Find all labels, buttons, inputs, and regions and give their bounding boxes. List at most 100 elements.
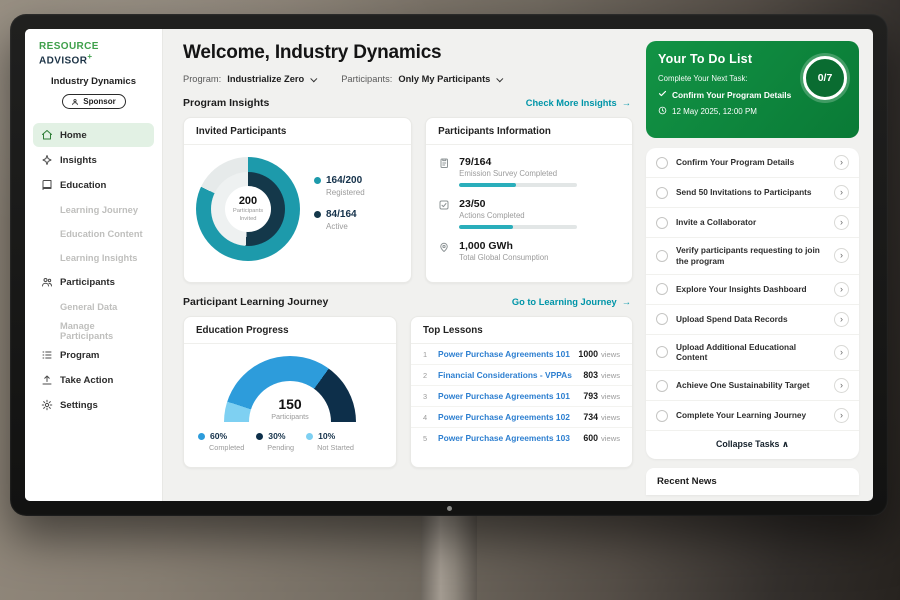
progress-bar (459, 183, 577, 187)
chevron-right-icon[interactable]: › (834, 155, 849, 170)
program-filter-label: Program: (183, 74, 221, 84)
chevron-right-icon[interactable]: › (834, 215, 849, 230)
chevron-right-icon[interactable]: › (834, 378, 849, 393)
lesson-link[interactable]: Power Purchase Agreements 102 (438, 412, 575, 422)
task-checkbox[interactable] (656, 346, 668, 358)
sidebar-item-learning-journey[interactable]: Learning Journey (33, 198, 154, 221)
task-checkbox[interactable] (656, 380, 668, 392)
filters-row: Program: Industrialize Zero Participants… (183, 74, 633, 84)
task-item-confirm-your-program-details[interactable]: Confirm Your Program Details › (646, 148, 859, 178)
lesson-views: 803views (583, 370, 620, 380)
legend-dot (306, 433, 313, 440)
participants-information-title: Participants Information (426, 118, 632, 145)
app-logo: RESOURCE ADVISOR+ (33, 41, 154, 66)
task-checkbox[interactable] (656, 187, 668, 199)
task-item-upload-spend-data-records[interactable]: Upload Spend Data Records › (646, 305, 859, 335)
info-value: 23/50 (459, 198, 577, 210)
sidebar-item-education[interactable]: Education (33, 173, 154, 197)
dashboard-screen: RESOURCE ADVISOR+ Industry Dynamics Spon… (25, 29, 873, 501)
check-more-insights-link[interactable]: Check More Insights → (526, 98, 631, 108)
program-filter[interactable]: Program: Industrialize Zero (183, 74, 317, 84)
task-checkbox[interactable] (656, 217, 668, 229)
consumption-icon (438, 241, 451, 254)
lesson-link[interactable]: Power Purchase Agreements 103 (438, 433, 575, 443)
legend-dot (314, 211, 321, 218)
lesson-views: 793views (583, 391, 620, 401)
collapse-tasks-button[interactable]: Collapse Tasks ∧ (646, 431, 859, 459)
invited-total: 200 (239, 195, 257, 207)
legend-label: Completed (209, 443, 244, 452)
task-item-upload-additional-educational-content[interactable]: Upload Additional Educational Content › (646, 335, 859, 372)
lesson-link[interactable]: Power Purchase Agreements 101 (438, 349, 570, 359)
education-total-label: Participants (271, 412, 309, 421)
learning-journey-title: Participant Learning Journey (183, 296, 328, 308)
chevron-right-icon[interactable]: › (834, 185, 849, 200)
info-label: Emission Survey Completed (459, 169, 577, 178)
participants-information-rows: 79/164 Emission Survey Completed 23/50 (426, 145, 632, 262)
insights-icon (41, 154, 53, 166)
task-item-verify-participants-requesting-to-join-the-program[interactable]: Verify participants requesting to join t… (646, 238, 859, 275)
sidebar-item-program[interactable]: Program (33, 343, 154, 367)
task-item-complete-your-learning-journey[interactable]: Complete Your Learning Journey › (646, 401, 859, 431)
todo-due-date: 12 May 2025, 12:00 PM (658, 106, 798, 117)
chevron-right-icon[interactable]: › (834, 282, 849, 297)
education-progress-card: Education Progress 150 Participants (183, 316, 397, 468)
participants-icon (41, 276, 53, 288)
program-insights-title: Program Insights (183, 97, 269, 109)
go-to-learning-journey-link[interactable]: Go to Learning Journey → (512, 297, 631, 307)
task-checkbox[interactable] (656, 410, 668, 422)
task-item-invite-a-collaborator[interactable]: Invite a Collaborator › (646, 208, 859, 238)
participants-filter[interactable]: Participants: Only My Participants (341, 74, 503, 84)
lesson-row: 5 Power Purchase Agreements 103 600views (411, 428, 632, 448)
sidebar-item-label: Learning Journey (60, 205, 138, 215)
legend-item: 84/164 Active (314, 209, 365, 231)
legend-item: 60% Completed (198, 431, 244, 452)
survey-icon (438, 157, 451, 170)
sidebar-item-learning-insights[interactable]: Learning Insights (33, 246, 154, 269)
todo-next-task[interactable]: Confirm Your Program Details (658, 89, 798, 100)
chevron-right-icon[interactable]: › (834, 345, 849, 360)
task-item-explore-your-insights-dashboard[interactable]: Explore Your Insights Dashboard › (646, 275, 859, 305)
sidebar-item-label: Manage Participants (60, 321, 146, 341)
page-title: Welcome, Industry Dynamics (183, 42, 633, 64)
lesson-rank: 1 (423, 350, 430, 359)
legend-item: 164/200 Registered (314, 175, 365, 197)
lesson-link[interactable]: Financial Considerations - VPPAs (438, 370, 575, 380)
legend-label: Registered (326, 188, 365, 197)
lesson-link[interactable]: Power Purchase Agreements 101 (438, 391, 575, 401)
home-icon (41, 129, 53, 141)
sidebar-item-settings[interactable]: Settings (33, 393, 154, 417)
sidebar-item-insights[interactable]: Insights (33, 148, 154, 172)
chevron-right-icon[interactable]: › (834, 248, 849, 263)
sidebar-item-education-content[interactable]: Education Content (33, 222, 154, 245)
sidebar-item-label: Home (60, 130, 87, 141)
chevron-right-icon[interactable]: › (834, 408, 849, 423)
legend-item: 30% Pending (256, 431, 294, 452)
sidebar-item-take-action[interactable]: Take Action (33, 368, 154, 392)
sidebar-item-participants[interactable]: Participants (33, 270, 154, 294)
actions-icon (438, 199, 451, 212)
learning-journey-section: Participant Learning Journey Go to Learn… (183, 296, 631, 308)
arrow-right-icon: → (622, 297, 631, 307)
task-checkbox[interactable] (656, 313, 668, 325)
task-item-send-50-invitations-to-participants[interactable]: Send 50 Invitations to Participants › (646, 178, 859, 208)
task-checkbox[interactable] (656, 157, 668, 169)
legend-value: 164/200 (326, 175, 362, 186)
sidebar-nav: Home Insights Education Learning (33, 123, 154, 417)
task-checkbox[interactable] (656, 250, 668, 262)
sidebar-item-general-data[interactable]: General Data (33, 295, 154, 318)
clock-icon (658, 106, 667, 117)
task-checkbox[interactable] (656, 283, 668, 295)
brand-primary: RESOURCE (39, 41, 99, 52)
task-item-achieve-one-sustainability-target[interactable]: Achieve One Sustainability Target › (646, 371, 859, 401)
progress-bar (459, 225, 577, 229)
education-gauge-chart: 150 Participants (224, 356, 356, 422)
chevron-right-icon[interactable]: › (834, 312, 849, 327)
lesson-rank: 5 (423, 434, 430, 443)
sidebar-item-home[interactable]: Home (33, 123, 154, 147)
take-action-icon (41, 374, 53, 386)
lesson-rank: 4 (423, 413, 430, 422)
sidebar-item-manage-participants[interactable]: Manage Participants (33, 319, 154, 342)
sidebar-item-label: Participants (60, 277, 115, 288)
chevron-down-icon (310, 75, 317, 82)
